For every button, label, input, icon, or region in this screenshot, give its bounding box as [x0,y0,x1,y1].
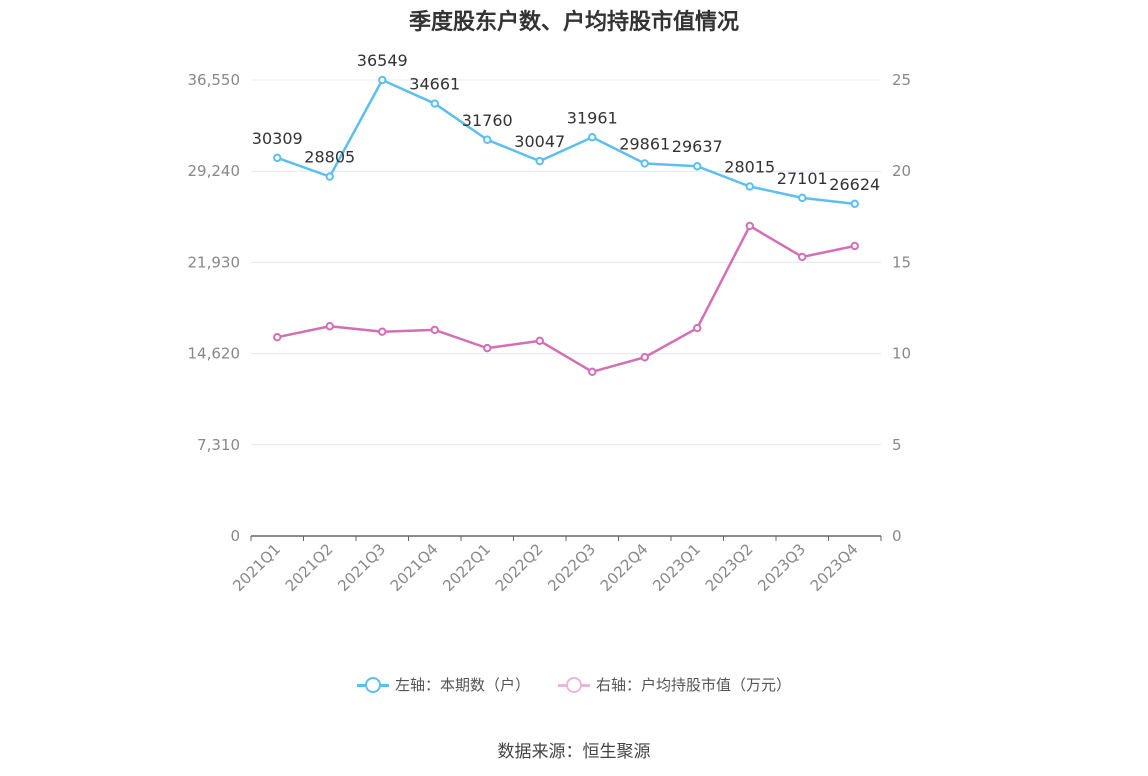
left-axis-tick-label: 36,550 [188,71,241,89]
series-1-point [850,241,859,251]
data-label: 26624 [829,175,880,194]
x-axis-tick-label: 2022Q1 [439,540,494,595]
data-label: 31961 [567,108,618,127]
x-axis-tick-label: 2022Q4 [597,540,652,595]
series-line-0 [276,78,855,206]
grid-lines [251,79,881,446]
data-label: 31760 [462,111,513,130]
left-axis-tick-label: 0 [230,527,240,545]
series-0-point [850,199,859,209]
series-0-point [273,153,282,163]
right-axis-tick-label: 20 [892,162,911,180]
series-1-point [378,327,387,336]
data-label: 30309 [252,129,303,148]
series-0-point [325,172,334,181]
data-label: 34661 [409,75,460,94]
data-label: 28015 [724,157,775,176]
legend-item-avg-value[interactable]: 右轴：户均持股市值（万元） [558,674,791,695]
series-lines [273,75,859,377]
legend-label-avg-value: 右轴：户均持股市值（万元） [596,676,792,694]
data-label: 29637 [672,137,723,156]
series-0-point [535,156,544,166]
series-1-point [745,221,754,231]
data-label: 27101 [777,169,828,188]
series-0-point [430,99,439,108]
series-1-point [693,323,702,333]
series-1-point [430,325,439,335]
data-label: 29861 [619,134,670,153]
series-1-point [483,343,492,353]
legend-swatch-households [356,675,389,695]
series-1-point [588,367,597,377]
legend-label-households: 左轴：本期数（户） [394,676,530,694]
legend-swatch-avg-value [558,675,590,695]
series-0-point [693,162,702,171]
x-axis-tick-label: 2023Q1 [649,540,704,595]
series-line-1 [276,224,856,374]
x-axis-tick-label: 2021Q1 [229,540,284,595]
x-axis-tick-label: 2022Q2 [492,540,547,595]
series-1-point [640,353,649,362]
data-label: 30047 [514,132,565,151]
data-label: 36549 [357,51,408,70]
x-axis-tick-label: 2021Q3 [334,540,389,595]
series-1-point [798,252,807,262]
right-axis-tick-label: 15 [892,253,911,271]
series-0-point [640,159,649,168]
right-axis-tick-label: 10 [892,345,911,363]
x-axis-tick-label: 2022Q3 [544,540,599,595]
x-axis-tick-label: 2023Q3 [754,540,809,595]
series-0-point [378,75,387,85]
left-axis-tick-label: 14,620 [188,345,241,363]
series-0-point [588,133,597,142]
right-axis-tick-label: 5 [892,436,902,454]
series-0-point [483,135,492,144]
left-axis-tick-label: 7,310 [197,436,240,454]
data-label: 28805 [304,148,355,167]
left-axis-tick-label: 29,240 [188,162,241,180]
right-axis-tick-label: 0 [892,527,902,545]
series-1-point [273,332,282,342]
right-axis-tick-label: 25 [892,71,911,89]
x-axis-tick-label: 2023Q2 [702,540,757,595]
series-0-point [798,193,807,203]
series-1-point [325,322,334,331]
x-axis-tick-label: 2023Q4 [807,540,862,595]
left-axis-tick-label: 21,930 [188,253,241,271]
legend: 左轴：本期数（户） 右轴：户均持股市值（万元） [0,674,1148,695]
x-axis-tick-label: 2021Q4 [387,540,442,595]
chart-title: 季度股东户数、户均持股市值情况 [408,10,739,35]
series-1-point [535,336,544,346]
source-note: 数据来源：恒生聚源 [497,742,651,762]
series-0-point [745,182,754,191]
legend-item-households[interactable]: 左轴：本期数（户） [356,674,530,695]
x-axis-tick-label: 2021Q2 [282,540,337,595]
